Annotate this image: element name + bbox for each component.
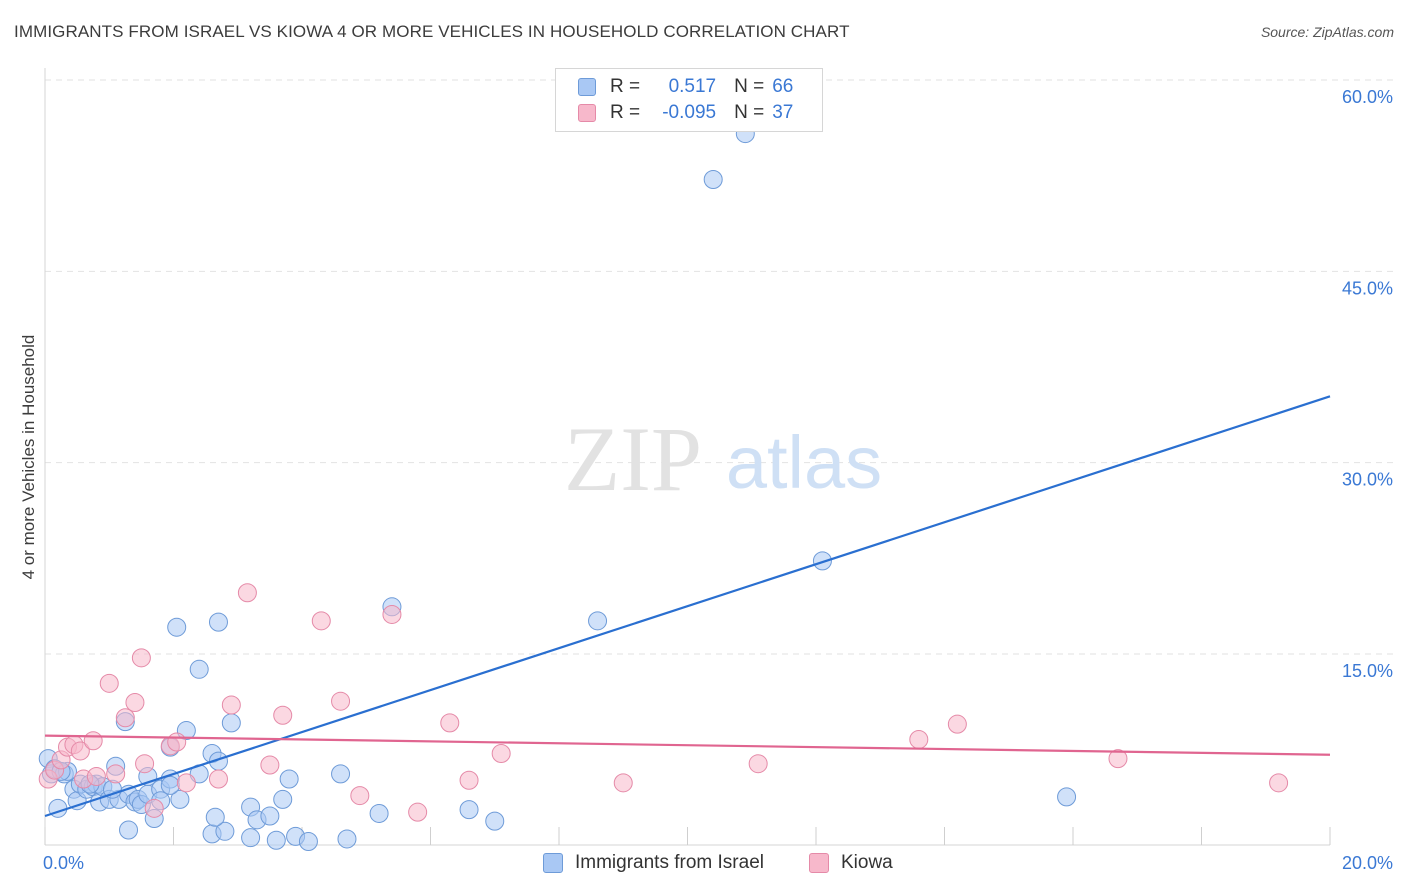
point-kiowa xyxy=(99,673,119,693)
point-israel xyxy=(170,789,190,809)
y-tick-label: 15.0% xyxy=(1342,661,1393,681)
point-kiowa xyxy=(1269,773,1289,793)
point-kiowa xyxy=(350,786,370,806)
legend-swatch-israel xyxy=(578,78,596,96)
point-kiowa xyxy=(1108,749,1128,769)
point-israel xyxy=(703,169,723,189)
series-legend-kiowa[interactable]: Kiowa xyxy=(809,852,893,874)
series-legend-israel[interactable]: Immigrants from Israel xyxy=(543,852,764,874)
point-israel xyxy=(160,775,180,795)
point-israel xyxy=(215,821,235,841)
r-label: R = xyxy=(610,76,641,97)
point-kiowa xyxy=(613,773,633,793)
tick-labels: 15.0% 30.0% 45.0% 60.0% 0.0% 20.0% xyxy=(43,87,1393,873)
r-value-israel: 0.517 xyxy=(668,76,717,97)
y-tick-label: 30.0% xyxy=(1342,470,1393,490)
trend-layer xyxy=(44,395,1331,818)
point-israel xyxy=(369,803,389,823)
point-kiowa xyxy=(273,705,293,725)
watermark: ZIP atlas xyxy=(564,408,882,510)
point-israel xyxy=(167,617,187,637)
point-israel xyxy=(331,764,351,784)
n-label: N = xyxy=(734,102,765,123)
y-tick-label: 45.0% xyxy=(1342,278,1393,298)
point-kiowa xyxy=(135,754,155,774)
n-label: N = xyxy=(734,76,765,97)
point-kiowa xyxy=(748,754,768,774)
series-legend: Immigrants from Israel Kiowa xyxy=(0,852,1406,878)
point-kiowa xyxy=(311,611,331,631)
r-label: R = xyxy=(610,102,641,123)
point-kiowa xyxy=(176,773,196,793)
point-kiowa xyxy=(86,766,106,786)
source-label: Source: ZipAtlas.com xyxy=(1260,24,1394,40)
series-label-kiowa: Kiowa xyxy=(841,852,893,873)
stats-legend: R = 0.517 N = 66 R = -0.095 N = 37 xyxy=(555,68,823,132)
point-kiowa xyxy=(115,708,135,728)
point-kiowa xyxy=(221,695,241,715)
point-israel xyxy=(337,829,357,849)
n-value-kiowa: 37 xyxy=(772,102,794,123)
point-kiowa xyxy=(83,731,103,751)
trend-line-kiowa xyxy=(44,734,1331,756)
point-israel xyxy=(241,828,261,848)
trend-line-israel xyxy=(44,395,1331,818)
point-israel xyxy=(459,800,479,820)
point-israel xyxy=(298,832,318,852)
point-israel xyxy=(260,806,280,826)
point-kiowa xyxy=(106,764,126,784)
point-israel xyxy=(205,807,225,827)
point-israel xyxy=(812,551,832,571)
y-tick-label: 60.0% xyxy=(1342,87,1393,107)
series-swatch-israel xyxy=(543,853,563,873)
point-israel xyxy=(266,830,286,850)
watermark-zip: ZIP xyxy=(564,408,702,510)
watermark-atlas: atlas xyxy=(726,421,882,504)
point-kiowa xyxy=(331,691,351,711)
grid-layer xyxy=(44,68,1395,846)
legend-swatch-kiowa xyxy=(578,104,596,122)
x-tick-label: 20.0% xyxy=(1342,853,1393,873)
point-israel xyxy=(273,789,293,809)
point-kiowa xyxy=(909,729,929,749)
point-israel xyxy=(485,811,505,831)
point-kiowa xyxy=(125,692,145,712)
n-value-israel: 66 xyxy=(772,76,794,97)
series-swatch-kiowa xyxy=(809,853,829,873)
point-kiowa xyxy=(131,648,151,668)
point-israel xyxy=(1057,787,1077,807)
point-israel xyxy=(588,611,608,631)
x-tick-label: 0.0% xyxy=(43,853,84,873)
point-israel xyxy=(279,769,299,789)
point-kiowa xyxy=(260,755,280,775)
y-axis-label: 4 or more Vehicles in Household xyxy=(19,334,38,580)
point-israel xyxy=(221,713,241,733)
series-label-israel: Immigrants from Israel xyxy=(575,852,764,873)
legend-row-israel: R = 0.517 N = 66 xyxy=(578,75,800,99)
r-value-kiowa: -0.095 xyxy=(662,102,717,123)
point-kiowa xyxy=(144,798,164,818)
points-layer xyxy=(38,124,1289,852)
point-israel xyxy=(119,820,139,840)
point-kiowa xyxy=(70,741,90,761)
point-kiowa xyxy=(947,714,967,734)
point-kiowa xyxy=(208,769,228,789)
point-kiowa xyxy=(382,604,402,624)
chart-title: IMMIGRANTS FROM ISRAEL VS KIOWA 4 OR MOR… xyxy=(14,22,850,41)
point-israel xyxy=(208,612,228,632)
point-kiowa xyxy=(440,713,460,733)
point-kiowa xyxy=(459,770,479,790)
point-kiowa xyxy=(408,802,428,822)
point-israel xyxy=(189,659,209,679)
legend-row-kiowa: R = -0.095 N = 37 xyxy=(578,101,800,125)
point-kiowa xyxy=(167,732,187,752)
point-kiowa xyxy=(491,743,511,763)
point-kiowa xyxy=(237,583,257,603)
